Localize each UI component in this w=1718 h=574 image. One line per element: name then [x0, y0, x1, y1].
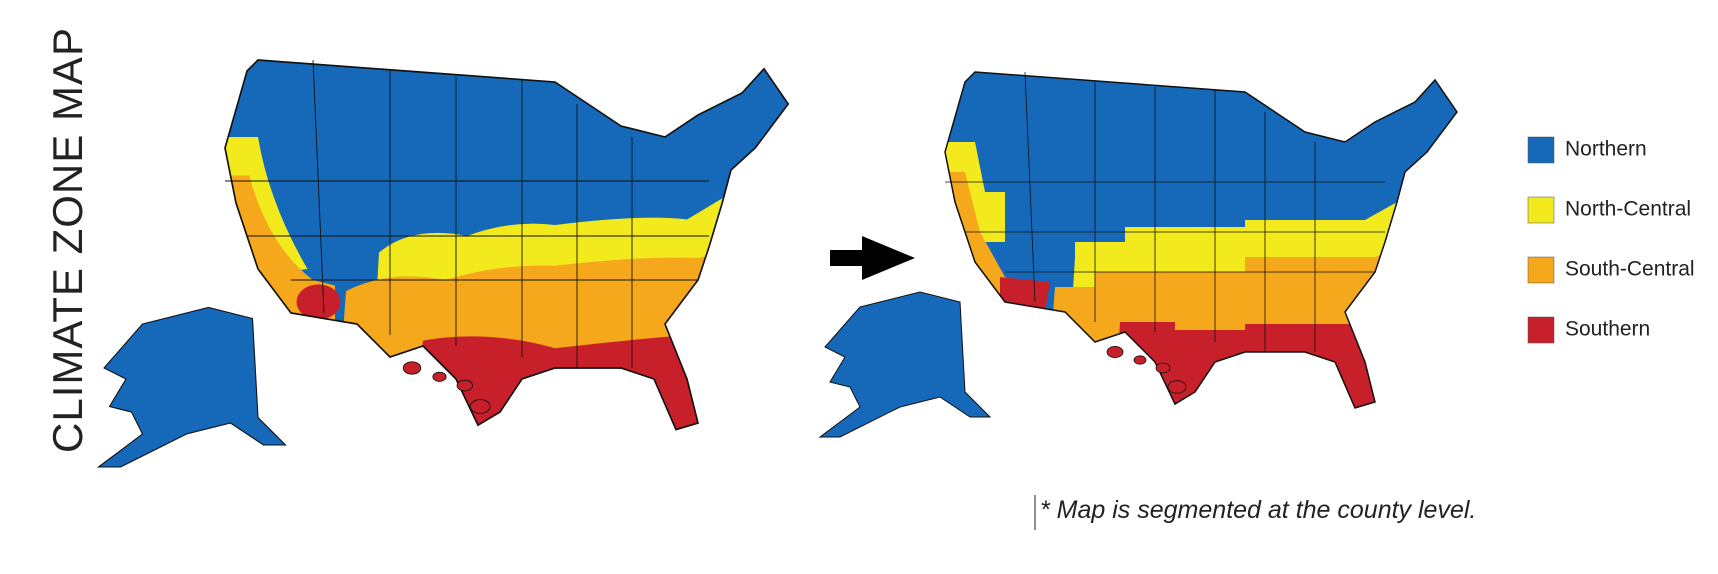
state-border [312, 59, 325, 314]
footnote: * Map is segmented at the county level. [1040, 496, 1476, 524]
zones [945, 72, 1457, 408]
zone-southern [296, 284, 341, 320]
legend-swatch [1527, 316, 1555, 344]
legend-label: South-Central [1565, 258, 1695, 281]
zone-southern [412, 335, 710, 430]
hawaii [432, 371, 447, 382]
map-before [96, 59, 790, 468]
hawaii [1133, 355, 1147, 365]
state-border [1024, 71, 1036, 303]
us-outline [224, 59, 790, 431]
legend: Northern North-Central South-Central Southe… [1527, 136, 1695, 344]
hawaii [1155, 362, 1171, 374]
legend-label: Southern [1565, 318, 1650, 341]
alaska [96, 306, 287, 468]
legend-label: Northern [1565, 138, 1647, 161]
hawaii [402, 361, 422, 375]
hawaii [1167, 380, 1187, 394]
hawaii [469, 399, 491, 414]
us-outline [944, 71, 1458, 409]
zones [225, 60, 789, 430]
legend-label: North-Central [1565, 198, 1691, 221]
legend-swatch [1527, 196, 1555, 224]
map-after [818, 71, 1458, 438]
hawaii [1106, 345, 1124, 358]
legend-swatch [1527, 256, 1555, 284]
arrow [830, 236, 915, 280]
hawaii [456, 379, 473, 392]
title: CLIMATE ZONE MAP [44, 27, 91, 453]
alaska [818, 291, 992, 438]
legend-swatch [1527, 136, 1555, 164]
